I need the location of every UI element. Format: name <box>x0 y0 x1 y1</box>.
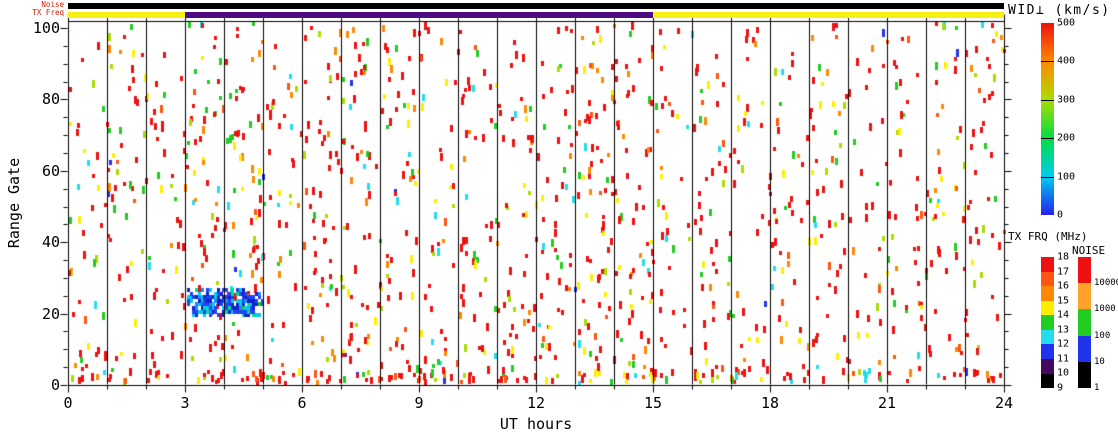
y-tick-label: 60 <box>41 161 60 180</box>
y-tick-label: 20 <box>41 304 60 323</box>
colorbar-segment <box>1041 300 1054 316</box>
colorbar-divider <box>1041 138 1054 140</box>
wid-tick-label: 400 <box>1057 55 1076 67</box>
txfrq-tick-label: 13 <box>1057 324 1070 336</box>
x-tick-label: 12 <box>526 394 546 412</box>
noise-tick-label: 1 <box>1094 383 1100 393</box>
colorbar-segment <box>1078 309 1091 336</box>
wid-colorbar-title: WID⊥ (km/s) <box>1008 3 1111 18</box>
wid-colorbar <box>1041 23 1054 215</box>
wid-tick-label: 100 <box>1057 171 1076 183</box>
y-tick-label: 100 <box>32 19 60 37</box>
colorbar-segment <box>1041 271 1054 287</box>
wid-tick-label: 0 <box>1057 209 1064 221</box>
txfreq-strip-bar <box>68 12 1004 18</box>
strip-segment <box>653 12 1004 18</box>
txfrq-tick-label: 18 <box>1057 251 1070 263</box>
txfrq-tick-label: 12 <box>1057 338 1070 350</box>
colorbar-divider <box>1041 61 1054 63</box>
wid-tick-label: 300 <box>1057 94 1076 106</box>
strip-segment <box>68 12 185 18</box>
txfrq-tick-label: 15 <box>1057 295 1070 307</box>
noise-tick-label: 1000 <box>1094 304 1116 315</box>
txfrq-colorbar <box>1041 257 1054 389</box>
txfrq-tick-label: 11 <box>1057 353 1070 365</box>
x-tick-label: 18 <box>760 394 780 412</box>
x-axis-title: UT hours <box>499 415 573 433</box>
x-tick-label: 0 <box>63 394 73 412</box>
x-tick-label: 24 <box>994 394 1014 412</box>
txfrq-tick-label: 9 <box>1057 382 1064 394</box>
strip-txfreq-label: TX Freq <box>32 8 64 17</box>
colorbar-divider <box>1041 99 1054 101</box>
txfrq-colorbar-title: TX FRQ (MHz) <box>1008 230 1088 243</box>
x-tick-label: 9 <box>414 394 424 412</box>
txfrq-tick-label: 10 <box>1057 367 1070 379</box>
noise-tick-label: 100 <box>1094 330 1111 341</box>
wid-tick-label: 500 <box>1057 17 1076 29</box>
wid-tick-label: 200 <box>1057 132 1076 144</box>
y-tick-label: 40 <box>41 233 60 252</box>
x-tick-label: 3 <box>180 394 190 412</box>
txfrq-tick-label: 14 <box>1057 309 1070 321</box>
colorbar-segment <box>1041 257 1054 272</box>
colorbar-segment <box>1041 329 1054 345</box>
colorbar-segment <box>1078 283 1091 310</box>
x-tick-label: 21 <box>877 394 897 412</box>
x-tick-label: 6 <box>297 394 307 412</box>
colorbar-segment <box>1078 335 1091 362</box>
y-tick-label: 0 <box>50 376 60 394</box>
x-tick-label: 15 <box>643 394 663 412</box>
noise-colorbar <box>1078 257 1091 389</box>
colorbar-segment <box>1041 315 1054 330</box>
colorbar-segment <box>1041 286 1054 301</box>
noise-colorbar-title: NOISE <box>1072 244 1106 257</box>
colorbar-divider <box>1041 176 1054 178</box>
noise-tick-label: 10000 <box>1094 278 1118 289</box>
colorbar-segment <box>1041 358 1054 374</box>
colorbar-segment <box>1078 257 1091 284</box>
colorbar-segment <box>1078 361 1091 389</box>
txfrq-tick-label: 16 <box>1057 280 1070 292</box>
strip-noise-label: Noise <box>41 0 64 9</box>
y-tick-label: 80 <box>41 90 60 109</box>
noise-tick-label: 10 <box>1094 356 1105 367</box>
noise-strip-bar <box>68 3 1004 9</box>
colorbar-segment <box>1041 373 1054 389</box>
txfrq-tick-label: 17 <box>1057 266 1070 278</box>
colorbar-segment <box>1041 344 1054 359</box>
strip-segment <box>68 3 1004 9</box>
strip-segment <box>185 12 653 18</box>
